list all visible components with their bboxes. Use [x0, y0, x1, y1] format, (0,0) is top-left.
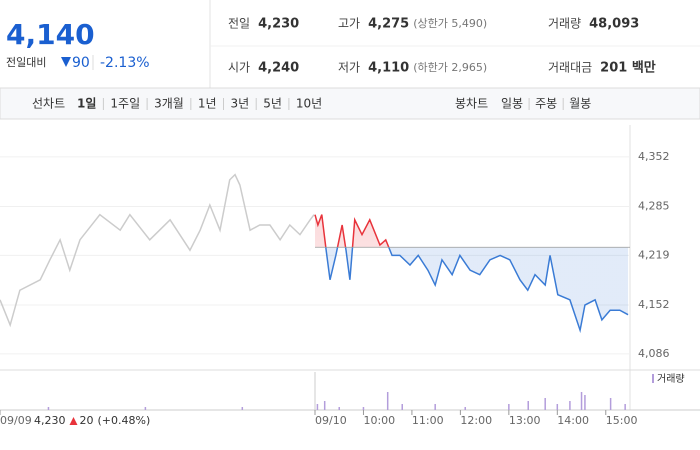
stat-label: 저가	[338, 61, 360, 75]
stat-label: 시가	[228, 61, 250, 75]
period-tab[interactable]: 10년	[296, 97, 322, 111]
prev-close-rate: (+0.48%)	[98, 414, 151, 427]
volume-bar	[508, 404, 510, 410]
x-tick-label: 09/10	[315, 414, 347, 427]
prev-close-price: 4,230	[34, 414, 66, 427]
stat-label: 거래량	[548, 17, 581, 31]
tab-group-label: 봉차트	[455, 97, 488, 111]
stat-note: (하한가 2,965)	[413, 60, 487, 74]
volume-bar	[323, 401, 326, 410]
y-tick-label: 4,086	[638, 347, 670, 360]
stat-value: 201 백만	[600, 60, 656, 76]
change-rate: -2.13%	[100, 55, 150, 71]
volume-bar	[362, 407, 365, 410]
price-line	[0, 173, 315, 328]
x-tick-label: 15:00	[606, 414, 638, 427]
volume-bar	[527, 401, 529, 410]
stat-label: 전일	[228, 17, 250, 31]
down-arrow	[61, 57, 71, 67]
volume-legend-swatch	[652, 374, 654, 383]
volume-bar	[580, 392, 583, 410]
tab-group-label: 선차트	[32, 97, 65, 111]
price-line	[314, 214, 629, 334]
period-tab[interactable]: 1주일	[110, 97, 140, 111]
volume-bar	[464, 407, 466, 410]
plot: 4,352 4,285 4,219 4,152 4,086 09/09 09/10 10:00…	[0, 125, 700, 427]
x-tick-label: 11:00	[412, 414, 444, 427]
volume-bar	[624, 404, 626, 410]
period-tab[interactable]: 5년	[263, 97, 282, 111]
period-tab[interactable]: 1년	[198, 97, 217, 111]
y-tick-label: 4,352	[638, 150, 670, 163]
period-tab[interactable]: 3개월	[154, 97, 184, 111]
tab-bar	[0, 87, 700, 120]
tabs: 선차트 1일 1주일 3개월 1년 3년 5년 10년 봉차트 일봉 주봉 월봉	[32, 97, 591, 111]
current-price: 4,140	[6, 18, 95, 51]
stat-value: 4,230	[258, 17, 299, 32]
volume-bar	[434, 404, 436, 410]
y-tick-label: 4,152	[638, 298, 670, 311]
stat-note: (상한가 5,490)	[413, 17, 487, 30]
x-tick-label: 10:00	[363, 414, 395, 427]
y-tick-label: 4,219	[638, 248, 670, 261]
volume-bar	[241, 407, 244, 410]
period-tab[interactable]: 1일	[77, 97, 96, 111]
stat-value: 4,240	[258, 61, 299, 76]
volume-bar	[386, 392, 389, 410]
x-tick-label: 13:00	[509, 414, 541, 427]
up-arrow	[69, 417, 78, 425]
stats: 전일 4,230 고가 4,275 (상한가 5,490) 거래량 48,093 시가 4,24…	[228, 17, 656, 76]
candle-tab[interactable]: 주봉	[535, 97, 557, 111]
candle-tab[interactable]: 일봉	[501, 97, 523, 111]
stat-value: 4,275	[368, 17, 409, 32]
stat-value: 48,093	[589, 17, 639, 32]
change-label: 전일대비	[6, 55, 46, 69]
volume-legend: 거래량	[657, 373, 685, 385]
volume-bar	[401, 404, 403, 410]
candle-tab[interactable]: 월봉	[569, 97, 591, 111]
volume-bar	[47, 407, 50, 410]
y-tick-label: 4,285	[638, 199, 670, 212]
x-tick-label: 12:00	[460, 414, 492, 427]
period-tab[interactable]: 3년	[231, 97, 250, 111]
volume-bar	[556, 404, 559, 410]
volume-bar	[569, 401, 571, 410]
change: 90	[72, 55, 90, 71]
volume-bar	[316, 404, 319, 410]
area-fill	[315, 214, 629, 331]
x-tick-label: 14:00	[557, 414, 589, 427]
volume-bar	[584, 395, 586, 410]
volume-bar	[144, 407, 147, 410]
volume-bar	[338, 407, 340, 410]
stat-label: 거래대금	[548, 61, 592, 75]
stat-label: 고가	[338, 17, 360, 31]
prev-close-change: 20	[80, 414, 94, 427]
volume-bar	[544, 398, 546, 410]
stat-value: 4,110	[368, 61, 409, 76]
volume-bar	[609, 398, 612, 410]
x-tick-label: 09/09	[0, 414, 32, 427]
